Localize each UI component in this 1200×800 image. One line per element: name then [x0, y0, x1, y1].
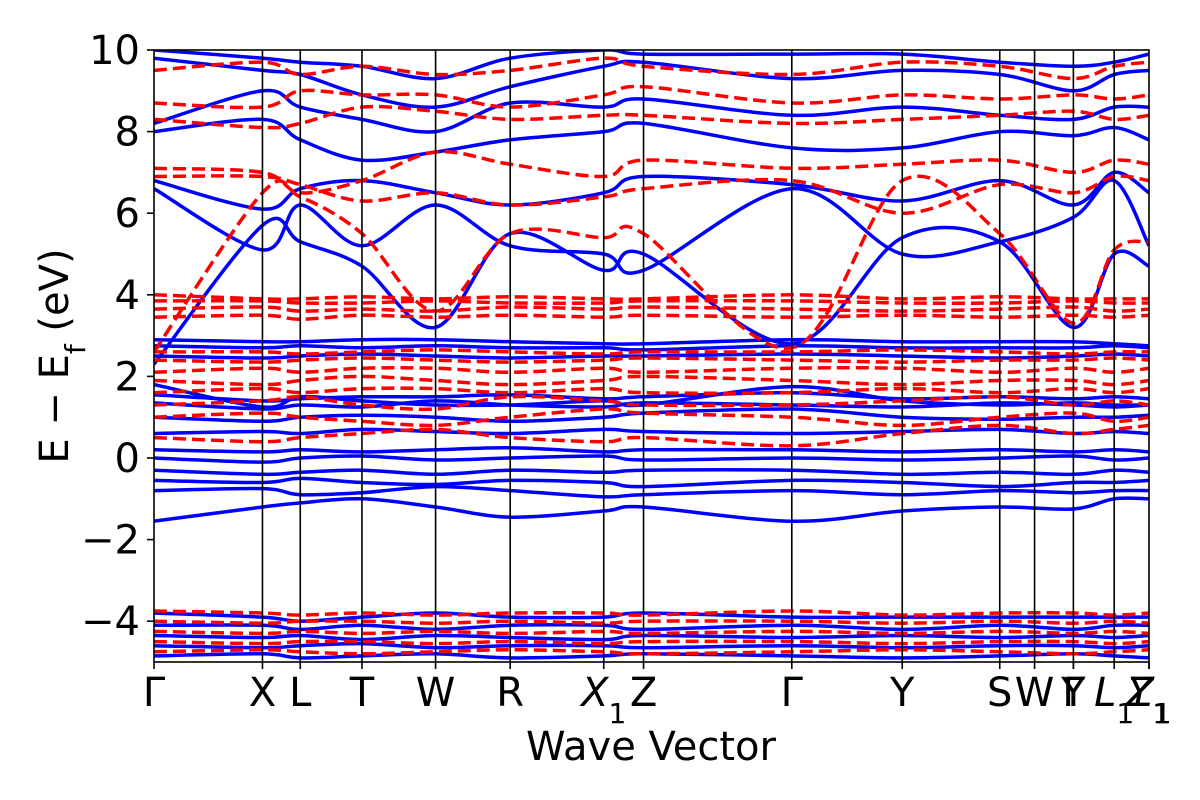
dashed-band-16	[154, 84, 1149, 110]
x-tick-label: Z1	[1125, 670, 1171, 730]
solid-band-24	[154, 641, 1149, 650]
solid-band-18	[154, 88, 1149, 134]
dashed-band-11	[154, 293, 1149, 302]
x-tick-label: W	[1015, 670, 1055, 716]
x-tick-label: X	[249, 670, 276, 716]
y-axis-label-main: E − E	[32, 354, 78, 464]
y-tick-label: 4	[115, 273, 140, 319]
x-tick-label: Γ	[781, 670, 804, 716]
solid-band-1	[154, 484, 1149, 499]
solid-band-3	[154, 468, 1149, 477]
plot-frame	[153, 49, 1150, 663]
y-tick-label: 0	[115, 436, 140, 482]
dashed-band-21	[154, 639, 1149, 646]
solid-band-11	[154, 352, 1149, 360]
bands-layer	[154, 50, 1149, 660]
solid-band-20	[154, 50, 1149, 81]
dashed-band-14	[154, 149, 1149, 195]
y-tick-label: 2	[115, 354, 140, 400]
solid-band-23	[154, 633, 1149, 642]
x-tick-label: Y	[889, 670, 915, 716]
y-tick-label: 6	[115, 191, 140, 237]
x-tick-label: W	[416, 670, 456, 716]
y-axis-label-sub: f	[59, 343, 92, 354]
solid-band-15	[154, 178, 1149, 275]
dashed-band-17	[154, 56, 1149, 81]
y-axis-label-unit: (eV)	[32, 248, 78, 344]
solid-band-2	[154, 476, 1149, 489]
solid-band-17	[154, 117, 1149, 163]
dashed-band-9	[154, 305, 1149, 313]
x-tick-label: T	[349, 670, 375, 716]
dashed-band-6	[154, 356, 1149, 364]
dashed-band-4	[154, 374, 1149, 387]
dashed-band-0	[154, 423, 1149, 448]
dashed-band-8	[154, 313, 1149, 322]
y-tick-label: 8	[115, 110, 140, 156]
y-tick-label: 10	[89, 28, 140, 74]
dashed-band-5	[154, 366, 1149, 375]
solid-band-0	[154, 496, 1149, 523]
dashed-band-15	[154, 104, 1149, 130]
y-tick-label: −4	[81, 599, 140, 645]
dashed-band-10	[154, 298, 1149, 305]
solid-band-12	[154, 344, 1149, 352]
x-tick-label: Γ	[143, 670, 166, 716]
y-tick-label: −2	[81, 518, 140, 564]
solid-band-6	[154, 427, 1149, 436]
x-tick-label: Y1	[1128, 670, 1170, 730]
x-tick-label: L	[289, 670, 312, 716]
x-tick-label: L1	[1094, 670, 1134, 730]
solid-band-25	[154, 652, 1149, 660]
dashed-band-22	[154, 648, 1149, 656]
x-tick-label: S	[987, 670, 1012, 716]
y-axis-label: E − Ef (eV)	[32, 248, 92, 463]
dashed-band-12	[154, 174, 1149, 353]
solid-band-5	[154, 446, 1149, 454]
dashed-band-1	[154, 407, 1149, 428]
solid-band-22	[154, 623, 1149, 632]
solid-band-4	[154, 454, 1149, 464]
x-tick-label: Γ	[1062, 670, 1085, 716]
x-tick-label: Y	[1060, 670, 1086, 716]
x-axis-label: Wave Vector	[526, 724, 777, 770]
x-tick-label: X1	[579, 670, 626, 730]
x-tick-label: R	[496, 670, 524, 716]
dashed-band-2	[154, 394, 1149, 412]
dashed-band-7	[154, 348, 1149, 356]
dashed-band-13	[154, 174, 1149, 215]
dashed-band-3	[154, 386, 1149, 395]
solid-band-13	[154, 337, 1149, 348]
kpoint-lines	[261, 50, 1115, 662]
dashed-band-18	[154, 609, 1149, 617]
x-tick-label: Z	[630, 670, 657, 716]
dashed-band-20	[154, 629, 1149, 636]
dashed-band-19	[154, 619, 1149, 625]
y-axis: −4 −2 0 2 4 6 8 10	[81, 28, 154, 645]
